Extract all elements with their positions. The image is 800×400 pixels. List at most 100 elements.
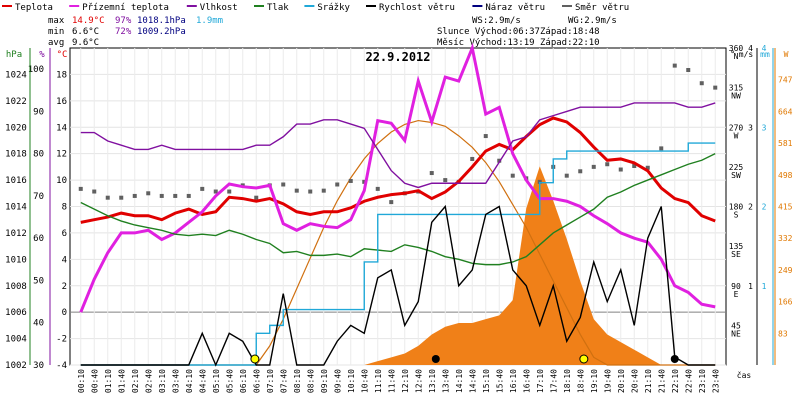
wind-direction-point — [510, 173, 515, 178]
tick-temperature: -2 — [56, 335, 67, 345]
tick-temperature: 16 — [56, 97, 67, 107]
tick-time: 14:10 — [455, 369, 464, 393]
tick-windspeed: 4 — [748, 44, 753, 53]
tick-winddir-deg: 90 — [731, 282, 741, 291]
stats-min-temp: 6.6°C — [72, 27, 99, 37]
tick-temperature: 10 — [56, 176, 67, 186]
tick-winddir-name: NW — [731, 92, 741, 101]
tick-humidity: 80 — [33, 150, 44, 160]
wind-direction-point — [132, 193, 137, 198]
stats-max-press: 1018.1hPa — [137, 16, 186, 26]
unit-w: W — [784, 50, 789, 59]
wind-direction-point — [294, 188, 299, 193]
tick-time: 21:40 — [657, 369, 666, 393]
wind-direction-point — [443, 178, 448, 183]
legend-label-5: Rychlost větru — [379, 3, 455, 13]
wind-direction-point — [105, 195, 110, 200]
wind-direction-point — [470, 156, 475, 161]
tick-time: 11:40 — [387, 369, 396, 393]
moon-set: Západ:22:10 — [540, 38, 600, 48]
tick-time: 08:10 — [293, 369, 302, 393]
tick-winddir-deg: 225 — [729, 163, 744, 172]
tick-time: 05:40 — [225, 369, 234, 393]
stats-min-press: 1009.2hPa — [137, 27, 186, 37]
moonrise-marker — [431, 355, 440, 363]
tick-solar: 415 — [778, 203, 793, 212]
sunrise-marker — [250, 354, 260, 364]
tick-pressure: 1010 — [5, 255, 27, 265]
tick-time: 14:40 — [468, 369, 477, 393]
tick-rain: 4 — [762, 44, 767, 53]
unit-ms: m/s — [739, 50, 754, 59]
stats-max-label: max — [48, 16, 65, 26]
series-line-rychlost-v-tru — [80, 204, 716, 367]
wind-direction-point — [186, 193, 191, 198]
wind-direction-point — [227, 189, 232, 194]
tick-time: 13:40 — [441, 369, 450, 393]
tick-windspeed: 2 — [748, 203, 753, 212]
tick-time: 12:40 — [414, 369, 423, 393]
tick-pressure: 1024 — [5, 70, 27, 80]
stats-min-label: min — [48, 27, 64, 37]
sun-rise: Slunce Východ:06:37 — [437, 27, 540, 37]
wind-direction-point — [632, 163, 637, 168]
wind-direction-point — [537, 179, 542, 184]
wind-direction-point — [281, 182, 286, 187]
tick-time: 02:40 — [144, 369, 153, 393]
stats-max-hum: 97% — [115, 16, 132, 26]
tick-temperature: 2 — [62, 282, 67, 292]
wind-direction-point — [672, 63, 677, 68]
tick-time: 23:40 — [711, 369, 720, 393]
tick-solar: 498 — [778, 171, 793, 180]
tick-solar: 249 — [778, 266, 793, 275]
tick-time: 19:10 — [590, 369, 599, 393]
tick-temperature: 6 — [62, 229, 67, 239]
tick-pressure: 1012 — [5, 229, 27, 239]
wind-direction-point — [200, 186, 205, 191]
tick-time: 03:10 — [158, 369, 167, 393]
tick-winddir-name: SE — [731, 250, 741, 259]
solar-radiation-area — [80, 166, 716, 365]
tick-time: 02:10 — [131, 369, 140, 393]
tick-winddir-deg: 360 — [729, 44, 744, 53]
tick-time: 15:40 — [495, 369, 504, 393]
tick-time: 20:10 — [617, 369, 626, 393]
tick-time: 05:10 — [212, 369, 221, 393]
tick-time: 10:40 — [360, 369, 369, 393]
tick-temperature: 4 — [62, 255, 67, 265]
tick-winddir-deg: 135 — [729, 242, 744, 251]
wind-direction-point — [618, 167, 623, 172]
sun-set: Západ:18:48 — [540, 27, 600, 37]
moon-rise: Měsíc Východ:13:19 — [437, 38, 535, 48]
tick-humidity: 60 — [33, 234, 44, 244]
tick-winddir-name: SW — [731, 171, 741, 180]
tick-time: 08:40 — [306, 369, 315, 393]
tick-rain: 1 — [762, 282, 767, 291]
tick-temperature: 12 — [56, 150, 67, 160]
wind-direction-point — [321, 188, 326, 193]
tick-time: 06:40 — [252, 369, 261, 393]
tick-pressure: 1002 — [5, 361, 27, 371]
wind-direction-point — [348, 178, 353, 183]
unit-pct: % — [39, 50, 45, 60]
series-line-sr-ky — [80, 142, 716, 366]
wind-direction-point — [686, 68, 691, 73]
tick-time: 09:10 — [320, 369, 329, 393]
tick-time: 00:10 — [77, 369, 86, 393]
tick-solar: 747 — [778, 76, 793, 85]
tick-pressure: 1016 — [5, 176, 27, 186]
stats-max-rain: 1.9mm — [196, 16, 223, 26]
tick-windspeed: 3 — [748, 123, 753, 132]
tick-temperature: -4 — [56, 361, 67, 371]
tick-time: 18:40 — [576, 369, 585, 393]
tick-winddir-deg: 180 — [729, 203, 744, 212]
wind-direction-point — [78, 186, 83, 191]
wind-direction-point — [213, 189, 218, 194]
legend-label-1: Přízemní teplota — [82, 3, 169, 13]
unit-mm: mm — [760, 50, 770, 59]
unit-time: čas — [737, 370, 752, 380]
series-line-teplota — [80, 116, 716, 224]
tick-time: 03:40 — [171, 369, 180, 393]
wind-direction-point — [578, 169, 583, 174]
tick-time: 04:10 — [185, 369, 194, 393]
